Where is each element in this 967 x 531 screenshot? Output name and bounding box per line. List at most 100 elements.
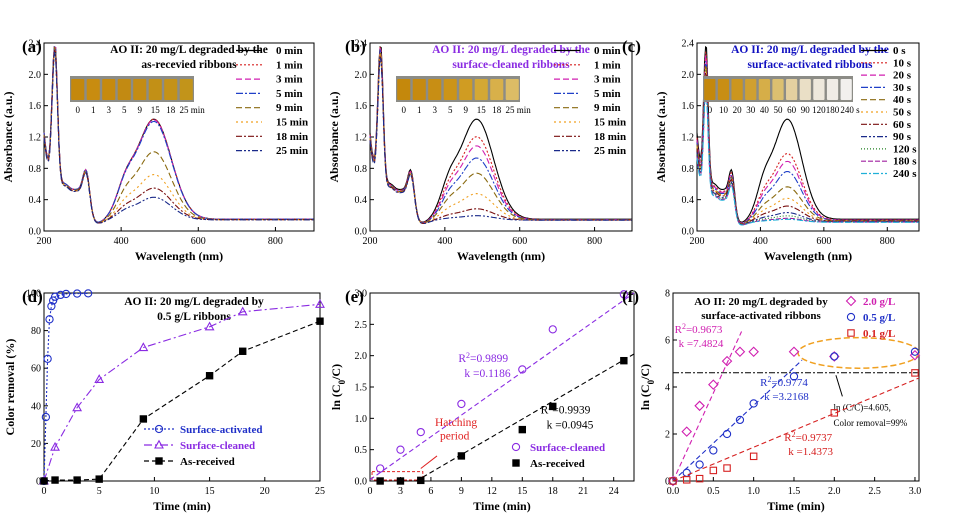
spectrum-line <box>43 45 314 223</box>
y-tick-label: 2.5 <box>355 320 368 331</box>
legend-marker <box>155 457 163 465</box>
data-point <box>910 347 920 356</box>
vial-icon <box>704 79 716 100</box>
r-squared-label: R2=0.9774 <box>760 374 808 389</box>
legend-label: 90 s <box>893 131 912 143</box>
legend-label: As-received <box>530 458 585 470</box>
rate-constant-label: k =0.1186 <box>464 368 511 380</box>
legend-marker <box>846 312 856 322</box>
vial-time-label: 120 <box>812 105 826 115</box>
annotation-text: period <box>440 431 470 443</box>
panel-title-line-1: AO II: 20 mg/L degraded by <box>124 296 264 308</box>
vial-icon <box>179 79 193 100</box>
vial-time-label: 180 <box>826 105 840 115</box>
data-point <box>315 298 325 308</box>
x-tick-label: 6 <box>428 486 433 497</box>
panel-label: (d) <box>22 287 43 306</box>
legend-label: 2.0 g/L <box>863 296 895 308</box>
vial-icon <box>717 79 730 100</box>
vial-icon <box>397 79 411 100</box>
trend-line <box>43 292 89 482</box>
data-point <box>51 476 59 484</box>
color-removal-panel: (d) 0 5 10 15 20 25 0 20 40 60 80 100 Time (min) Color… <box>3 287 325 513</box>
y-tick-label: 0 <box>665 477 670 488</box>
data-point <box>61 289 71 299</box>
x-axis-label: Wavelength (nm) <box>764 249 852 263</box>
y-tick-label: 0.0 <box>682 227 695 238</box>
data-point <box>620 356 628 365</box>
x-tick-label: 3.0 <box>909 486 922 497</box>
vial-icon <box>505 79 519 100</box>
vial-icon <box>731 79 743 100</box>
x-tick-label: 800 <box>587 236 602 247</box>
data-point <box>830 409 839 417</box>
spectrum-line <box>43 49 314 224</box>
legend-label: 120 s <box>893 143 917 155</box>
vial-time-label: 3 <box>433 105 438 115</box>
x-tick-label: 0.5 <box>707 486 720 497</box>
data-point <box>47 302 56 311</box>
data-point <box>682 476 691 484</box>
spectrum-line <box>43 45 314 223</box>
legend-label: Surface-cleaned <box>530 442 605 454</box>
y-tick-label: 40 <box>31 401 41 412</box>
vial-time-label: 0 <box>708 105 713 115</box>
y-tick-label: 4 <box>665 383 670 394</box>
threshold-note: Color removal=99% <box>834 418 908 428</box>
y-axis-label: Absorbance (a.u.) <box>327 91 341 182</box>
y-tick-label: 0.5 <box>355 445 368 456</box>
panel-label: (c) <box>622 37 641 56</box>
data-point <box>682 468 691 477</box>
y-tick-label: 2.4 <box>355 39 368 50</box>
legend-label: 15 min <box>276 117 308 129</box>
y-tick-label: 1.6 <box>682 101 695 112</box>
data-point <box>40 477 48 485</box>
legend-label: 0.5 g/L <box>863 312 895 324</box>
spectrum-line <box>696 45 919 223</box>
legend-label: 0 s <box>893 45 906 57</box>
data-point <box>396 445 405 454</box>
data-point <box>911 369 919 377</box>
data-point <box>748 346 759 358</box>
data-point <box>708 379 719 390</box>
legend-marker <box>154 424 164 434</box>
y-tick-label: 0.4 <box>355 195 368 206</box>
legend-label: Surface-activated <box>180 424 262 436</box>
x-tick-label: 15 <box>205 486 215 497</box>
rate-constant-label: k =1.4373 <box>788 446 833 458</box>
trend-line <box>43 303 321 482</box>
fit-line <box>672 377 920 482</box>
y-tick-label: 2.0 <box>682 70 695 81</box>
spectrum-panel-a: (a) 200 400 600 800 0.0 0.4 0.8 1.2 1.6 2.0 2.4 Wave… <box>1 37 315 263</box>
data-point <box>45 315 54 324</box>
legend-label: 9 min <box>594 102 621 114</box>
vial-time-label: 15 <box>477 105 487 115</box>
spectrum-line <box>43 45 314 223</box>
x-tick-label: 200 <box>363 236 378 247</box>
y-tick-label: 1.2 <box>682 133 695 144</box>
x-axis-label: Wavelength (nm) <box>135 249 223 263</box>
vial-time-label: 50 <box>774 105 784 115</box>
kinetics-panel-e: (e) 0 3 6 9 12 15 18 21 24 0.0 0.5 1.0 1.5 2.0 2.5 3.0 Ti… <box>329 287 635 513</box>
x-tick-label: 12 <box>487 486 497 497</box>
data-point <box>695 460 704 469</box>
vial-icon <box>745 79 757 100</box>
x-tick-label: 9 <box>459 486 464 497</box>
hatching-period-box <box>371 471 424 481</box>
y-axis-label: Color removal (%) <box>3 339 17 436</box>
data-point <box>56 290 65 300</box>
vial-icon <box>840 79 852 100</box>
data-point <box>205 372 214 380</box>
data-point <box>681 426 692 437</box>
y-tick-label: 0.0 <box>355 477 368 488</box>
x-tick-label: 24 <box>609 486 619 497</box>
data-point <box>43 354 52 363</box>
spectrum-line <box>369 57 632 225</box>
vial-icon <box>148 79 162 100</box>
data-point <box>50 292 60 301</box>
legend-label: 180 s <box>893 156 917 168</box>
x-axis-label: Wavelength (nm) <box>457 249 545 263</box>
x-tick-label: 25 <box>315 486 325 497</box>
legend-label: 1 min <box>276 59 303 71</box>
data-point <box>548 325 557 334</box>
